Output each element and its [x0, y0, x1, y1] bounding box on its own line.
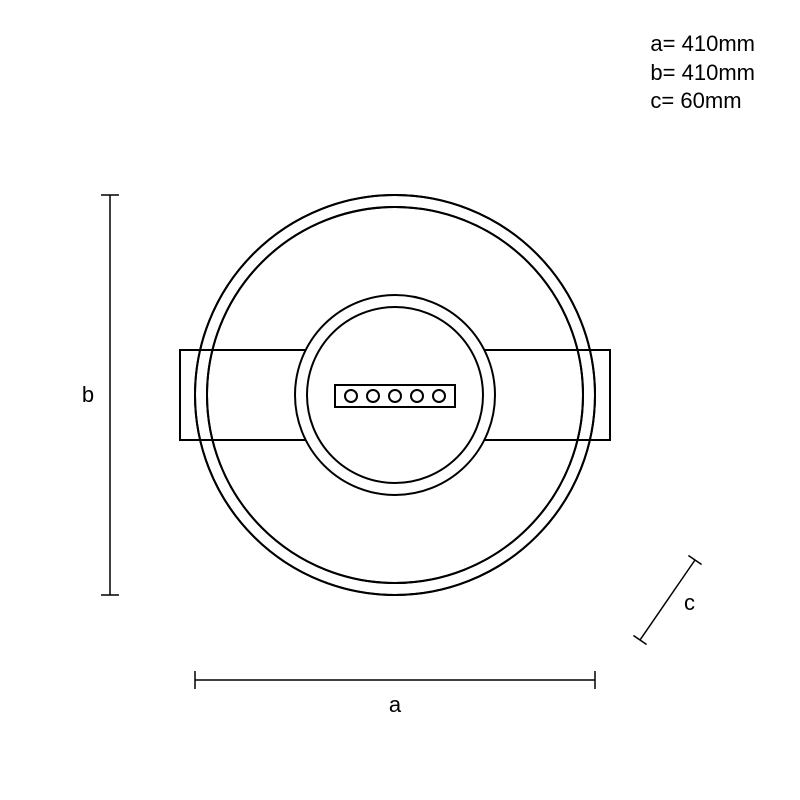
svg-text:c: c: [684, 590, 695, 615]
technical-drawing: a b c: [0, 0, 800, 800]
svg-text:a: a: [389, 692, 402, 717]
svg-text:b: b: [82, 382, 94, 407]
